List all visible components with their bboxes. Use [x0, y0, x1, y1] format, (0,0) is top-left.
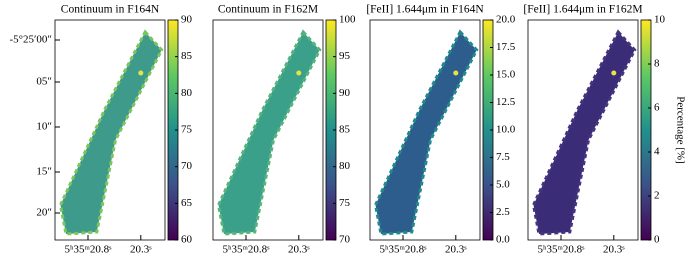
image-source	[611, 70, 617, 76]
colorbar-tick-label: 0.0	[496, 234, 510, 246]
colorbar-tick-label: 85	[181, 50, 193, 62]
colorbar-tick-label: 90	[339, 87, 351, 99]
x-tick-label: 5ʰ35ᵐ20.8ˢ	[380, 244, 428, 256]
x-tick-label: 5ʰ35ᵐ20.8ˢ	[65, 244, 113, 256]
colorbar-tick-label: 2.5	[496, 206, 510, 218]
colorbar-tick-label: 8	[654, 58, 660, 70]
image-strip	[531, 29, 637, 236]
colorbar-tick-label: 100	[339, 14, 356, 26]
panel-title: [FeII] 1.644μm in F162M	[523, 4, 642, 16]
colorbar-tick-label: 5.0	[496, 179, 510, 191]
image-source	[296, 70, 302, 76]
y-tick-label: 05″	[36, 76, 52, 88]
x-tick-label: 20.3ˢ	[130, 244, 152, 256]
colorbar-tick-label: 70	[181, 160, 193, 172]
image-source	[138, 70, 144, 76]
colorbar-tick-label: 90	[181, 14, 193, 26]
colorbar-tick-label: 80	[181, 87, 193, 99]
colorbar-tick-label: 2	[654, 190, 660, 202]
colorbar-label: Percentage [%]	[674, 96, 686, 164]
panel-title: Continuum in F162M	[218, 4, 318, 16]
colorbar-tick-label: 10	[654, 14, 666, 26]
colorbar-tick-label: 75	[181, 124, 193, 136]
y-tick-label: -5°25′00″	[9, 34, 52, 46]
colorbar-tick-label: 7.5	[496, 151, 510, 163]
colorbar-tick-label: 60	[181, 234, 193, 246]
colorbar-tick-label: 70	[339, 234, 351, 246]
colorbar-tick-label: 65	[181, 197, 193, 209]
colorbar-tick-label: 0	[654, 234, 660, 246]
panel-title: [FeII] 1.644μm in F164N	[366, 4, 484, 16]
image-strip	[373, 29, 479, 236]
colorbar-tick-label: 85	[339, 124, 351, 136]
x-tick-label: 5ʰ35ᵐ20.8ˢ	[538, 244, 586, 256]
y-tick-label: 10″	[36, 121, 52, 133]
colorbar-tick-label: 75	[339, 197, 351, 209]
colorbar-tick-label: 80	[339, 160, 351, 172]
image-source	[453, 70, 459, 76]
colorbar-tick-label: 4	[654, 146, 660, 158]
y-tick-label: 15″	[36, 166, 52, 178]
panel-title: Continuum in F164N	[61, 4, 160, 16]
colorbar-tick-label: 6	[654, 102, 660, 114]
x-tick-label: 20.3ˢ	[445, 244, 467, 256]
colorbar-tick-label: 12.5	[496, 96, 516, 108]
colorbar-tick-label: 10.0	[496, 124, 516, 136]
colorbar	[640, 19, 652, 241]
colorbar-tick-label: 17.5	[496, 41, 516, 53]
y-tick-label: 20″	[36, 207, 52, 219]
colorbar-tick-label: 20.0	[496, 14, 516, 26]
x-tick-label: 20.3ˢ	[603, 244, 625, 256]
colorbar-tick-label: 95	[339, 50, 351, 62]
image-strip	[216, 29, 322, 236]
image-strip	[58, 29, 164, 236]
colorbar-tick-label: 15.0	[496, 69, 516, 81]
x-tick-label: 20.3ˢ	[288, 244, 310, 256]
x-tick-label: 5ʰ35ᵐ20.8ˢ	[223, 244, 271, 256]
